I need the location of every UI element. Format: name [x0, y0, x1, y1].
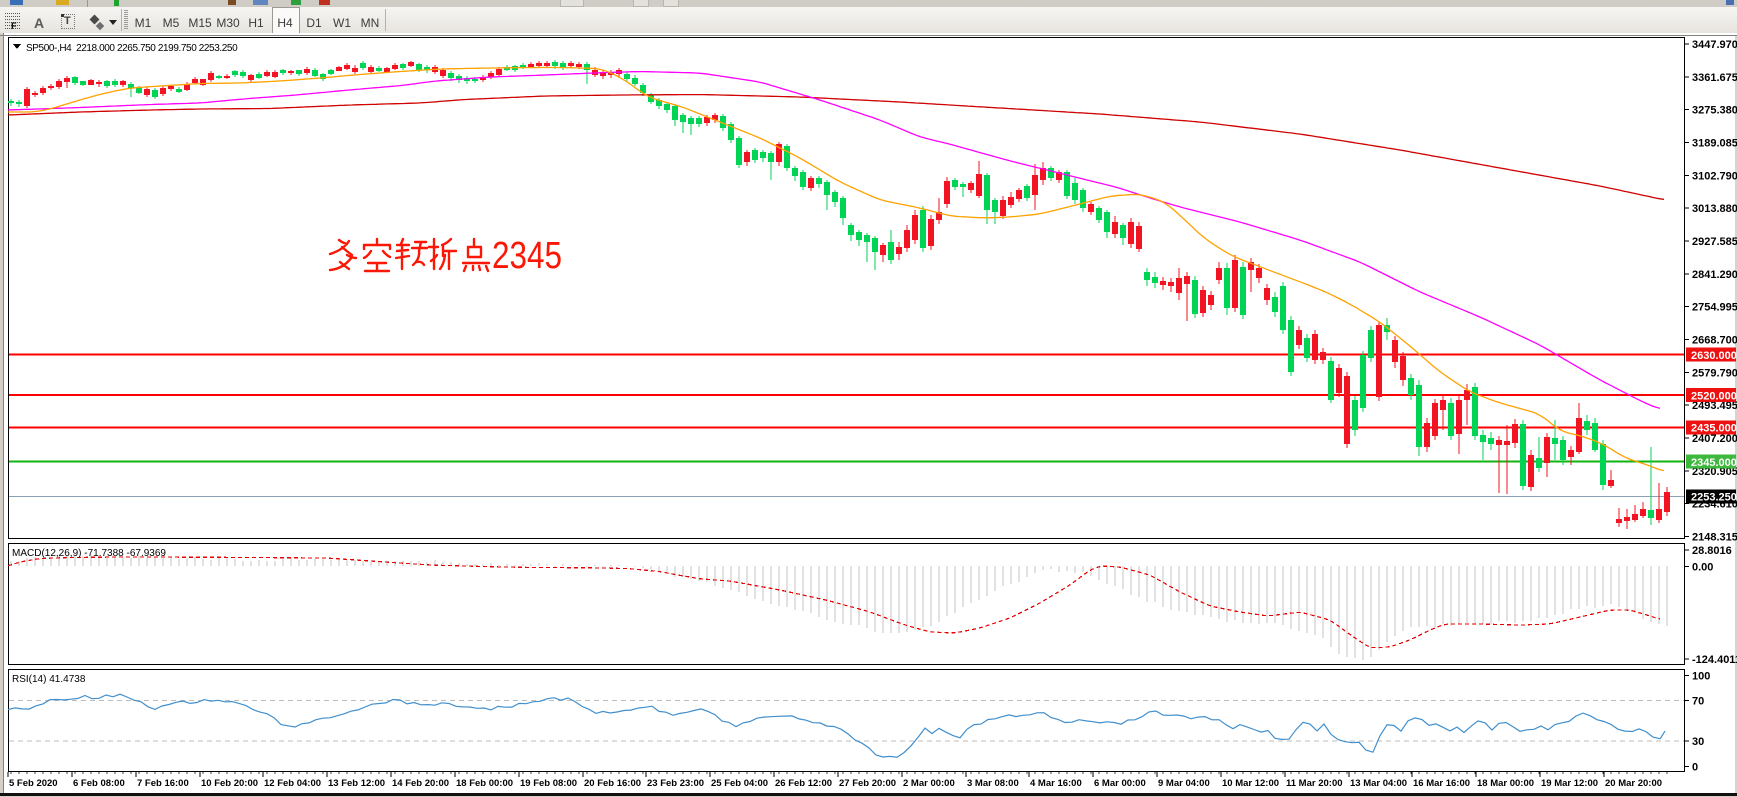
- svg-text:13 Mar 04:00: 13 Mar 04:00: [1350, 778, 1407, 789]
- svg-text:100: 100: [1692, 671, 1710, 683]
- svg-text:27 Feb 20:00: 27 Feb 20:00: [839, 778, 896, 789]
- svg-text:10 Mar 12:00: 10 Mar 12:00: [1222, 778, 1279, 789]
- svg-text:3275.380: 3275.380: [1692, 105, 1737, 117]
- svg-text:3189.085: 3189.085: [1692, 138, 1737, 150]
- svg-text:3013.880: 3013.880: [1692, 203, 1737, 215]
- svg-text:3361.675: 3361.675: [1692, 72, 1737, 84]
- svg-text:2345: 2345: [492, 235, 562, 277]
- svg-text:13 Feb 12:00: 13 Feb 12:00: [328, 778, 385, 789]
- svg-text:2253.250: 2253.250: [1691, 492, 1737, 504]
- svg-text:2754.995: 2754.995: [1692, 302, 1737, 314]
- svg-text:4 Mar 16:00: 4 Mar 16:00: [1030, 778, 1082, 789]
- svg-text:3447.970: 3447.970: [1692, 39, 1737, 51]
- svg-text:-124.4011: -124.4011: [1692, 654, 1737, 666]
- svg-text:2579.790: 2579.790: [1692, 367, 1737, 379]
- svg-text:6 Mar 00:00: 6 Mar 00:00: [1094, 778, 1146, 789]
- svg-text:2668.700: 2668.700: [1692, 334, 1737, 346]
- svg-text:25 Feb 04:00: 25 Feb 04:00: [711, 778, 768, 789]
- svg-text:10 Feb 20:00: 10 Feb 20:00: [201, 778, 258, 789]
- svg-text:9 Mar 04:00: 9 Mar 04:00: [1158, 778, 1210, 789]
- svg-text:20 Mar 20:00: 20 Mar 20:00: [1605, 778, 1662, 789]
- svg-text:28.8016: 28.8016: [1692, 545, 1732, 557]
- svg-text:5 Feb 2020: 5 Feb 2020: [9, 778, 58, 789]
- svg-text:20 Feb 16:00: 20 Feb 16:00: [584, 778, 641, 789]
- svg-text:2 Mar 00:00: 2 Mar 00:00: [903, 778, 955, 789]
- svg-text:2927.585: 2927.585: [1692, 236, 1737, 248]
- svg-text:0.00: 0.00: [1692, 561, 1713, 573]
- svg-text:SP500-,H4 2218.000 2265.750 2: SP500-,H4 2218.000 2265.750 2199.750 225…: [26, 43, 238, 54]
- svg-text:30: 30: [1692, 736, 1704, 748]
- svg-text:2345.000: 2345.000: [1691, 457, 1737, 469]
- svg-text:23 Feb 23:00: 23 Feb 23:00: [647, 778, 704, 789]
- svg-text:2493.495: 2493.495: [1692, 400, 1737, 412]
- svg-text:18 Mar 00:00: 18 Mar 00:00: [1477, 778, 1534, 789]
- svg-text:0: 0: [1692, 762, 1698, 774]
- svg-text:19 Feb 08:00: 19 Feb 08:00: [520, 778, 577, 789]
- svg-text:11 Mar 20:00: 11 Mar 20:00: [1286, 778, 1343, 789]
- svg-text:2520.000: 2520.000: [1691, 390, 1737, 402]
- svg-text:70: 70: [1692, 696, 1704, 708]
- svg-text:2320.905: 2320.905: [1692, 466, 1737, 478]
- svg-text:3102.790: 3102.790: [1692, 170, 1737, 182]
- svg-text:26 Feb 12:00: 26 Feb 12:00: [775, 778, 832, 789]
- svg-text:2148.315: 2148.315: [1692, 531, 1737, 543]
- svg-text:MACD(12,26,9) -71.7388 -67.936: MACD(12,26,9) -71.7388 -67.9369: [12, 548, 166, 559]
- svg-text:RSI(14) 41.4738: RSI(14) 41.4738: [12, 674, 86, 685]
- svg-text:3 Mar 08:00: 3 Mar 08:00: [967, 778, 1019, 789]
- svg-text:16 Mar 16:00: 16 Mar 16:00: [1413, 778, 1470, 789]
- svg-text:2407.200: 2407.200: [1692, 433, 1737, 445]
- svg-text:18 Feb 00:00: 18 Feb 00:00: [456, 778, 513, 789]
- svg-text:7 Feb 16:00: 7 Feb 16:00: [137, 778, 189, 789]
- svg-text:2435.000: 2435.000: [1691, 423, 1737, 435]
- svg-text:2841.290: 2841.290: [1692, 269, 1737, 281]
- svg-text:6 Feb 08:00: 6 Feb 08:00: [73, 778, 125, 789]
- svg-text:12 Feb 04:00: 12 Feb 04:00: [264, 778, 321, 789]
- svg-text:2630.000: 2630.000: [1691, 350, 1737, 362]
- svg-text:19 Mar 12:00: 19 Mar 12:00: [1541, 778, 1598, 789]
- svg-text:14 Feb 20:00: 14 Feb 20:00: [392, 778, 449, 789]
